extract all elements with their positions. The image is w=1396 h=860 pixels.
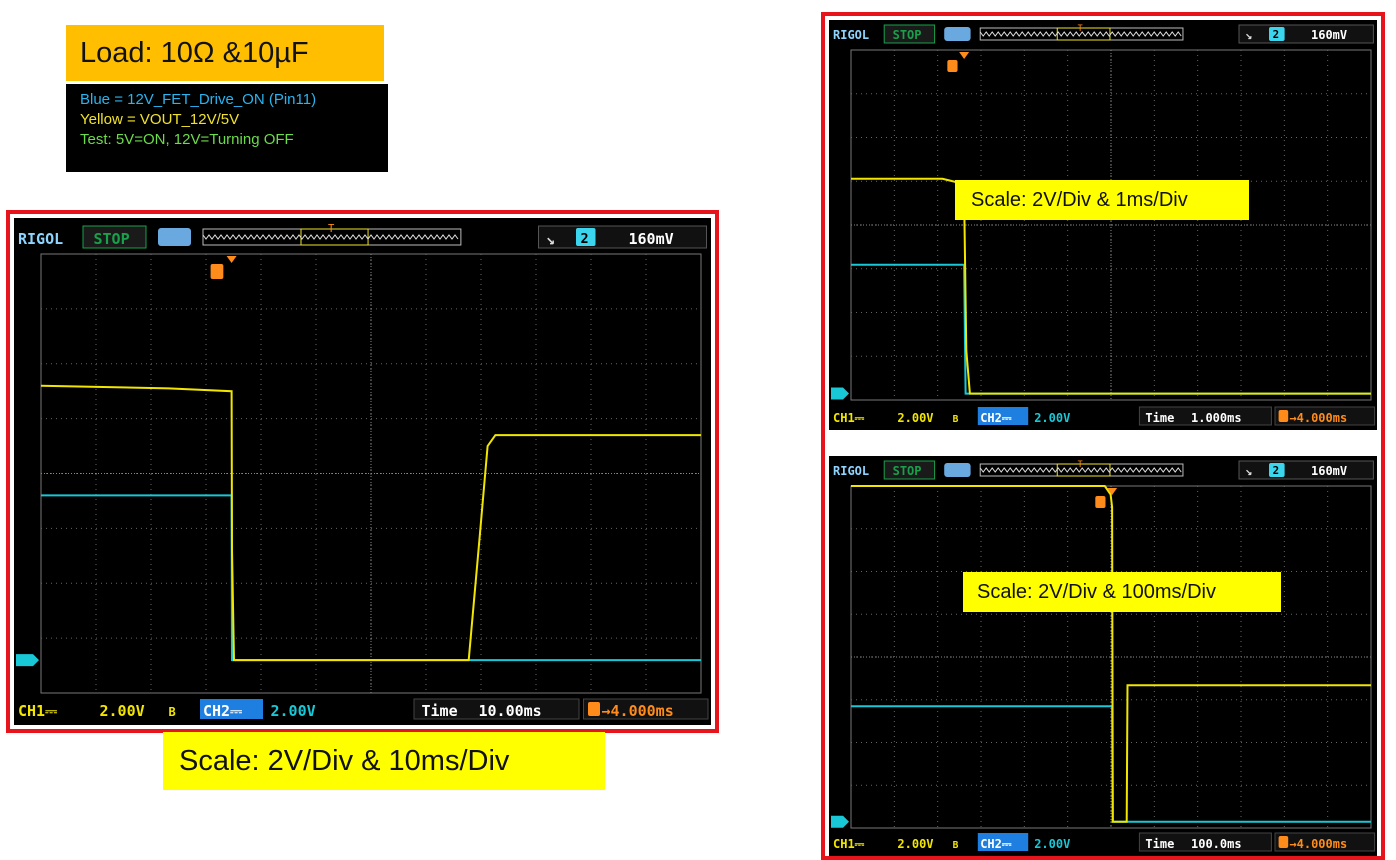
legend-line-blue: Blue = 12V_FET_Drive_ON (Pin11) [80, 91, 317, 108]
trigger-source: 2 [581, 231, 589, 247]
trigger-t-icon [947, 60, 958, 72]
trigger-source: 2 [1273, 464, 1280, 477]
ch1-bandwidth-mark: B [953, 840, 959, 851]
trigger-level: 160mV [629, 230, 674, 248]
falling-edge-icon: ↘ [1245, 464, 1252, 478]
timebase-value: 100.0ms [1191, 837, 1242, 851]
trigger-offset-box [1274, 406, 1376, 426]
status-box [883, 460, 936, 480]
trace-ch1 [851, 485, 1371, 823]
timebase-box [1138, 406, 1272, 426]
timebase-value: 1.000ms [1191, 411, 1242, 425]
trigger-source-badge [1269, 463, 1285, 477]
trigger-position-icon: T [328, 223, 335, 235]
ch2-badge [977, 407, 1029, 425]
trigger-time-marker [1107, 488, 1118, 495]
brand-label: RIGOL [833, 28, 869, 42]
channel-legend: Blue = 12V_FET_Drive_ON (Pin11) Yellow =… [66, 84, 388, 172]
ch2-badge [977, 833, 1029, 851]
bottom-right-scope-screen: RIGOL STOP T ↘ 2 160mV CH1⎓ 2.00V B CH2⎓ 2.00V Time… [829, 456, 1377, 856]
bottom-right-scale-caption: Scale: 2V/Div & 100ms/Div [963, 572, 1281, 612]
battery-icon [944, 27, 971, 41]
trigger-offset-t-icon [1278, 410, 1289, 422]
right-scopes-frame: RIGOL STOP T ↘ 2 160mV CH1⎓ 2.00V B CH2⎓ 2.00V Time… [821, 12, 1385, 860]
main-scale-caption: Scale: 2V/Div & 10ms/Div [163, 732, 605, 790]
status-box [883, 24, 936, 44]
trigger-offset: →4.000ms [1289, 837, 1347, 851]
trigger-source: 2 [1273, 28, 1280, 41]
falling-edge-icon: ↘ [546, 230, 555, 248]
top-right-scope-display: RIGOL STOP T ↘ 2 160mV CH1⎓ 2.00V B CH2⎓ 2.00V Time… [831, 23, 1376, 426]
time-label: Time [1145, 411, 1174, 425]
bottom-right-scope-display: RIGOL STOP T ↘ 2 160mV CH1⎓ 2.00V B CH2⎓ 2.00V Time… [831, 459, 1376, 852]
ch1-label: CH1⎓ [833, 837, 865, 851]
trigger-offset-t-icon [1278, 836, 1289, 848]
ch1-ground-marker [831, 387, 849, 400]
ch2-label: CH2⎓ [203, 702, 242, 720]
trigger-info-box [1238, 460, 1374, 480]
trigger-t-icon [210, 264, 224, 279]
trigger-time-marker [226, 256, 237, 263]
trigger-level: 160mV [1311, 28, 1347, 42]
status-label: STOP [893, 464, 922, 478]
ch1-label: CH1⎓ [18, 702, 57, 720]
battery-icon [158, 228, 191, 246]
falling-edge-icon: ↘ [1245, 28, 1252, 42]
brand-label: RIGOL [18, 230, 63, 248]
ch1-label: CH1⎓ [833, 411, 865, 425]
ch1-scale: 2.00V [897, 837, 933, 851]
trigger-info-box [1238, 24, 1374, 44]
brand-label: RIGOL [833, 464, 869, 478]
main-scope-screen: RIGOL STOP T ↘ 2 160mV CH1⎓ 2.00V B CH2⎓ 2.00V Time… [14, 218, 711, 725]
load-label: Load: 10Ω &10µF [66, 25, 384, 81]
legend-line-test: Test: 5V=ON, 12V=Turning OFF [80, 131, 294, 148]
ch1-scale: 2.00V [100, 702, 145, 720]
ch2-badge [200, 699, 263, 719]
time-label: Time [422, 702, 458, 720]
trigger-offset-box [1274, 832, 1376, 852]
trigger-offset-t-icon [588, 702, 600, 716]
trigger-offset-box [583, 698, 709, 720]
memory-waveform [202, 234, 459, 240]
ch2-scale: 2.00V [1034, 837, 1070, 851]
trigger-info-box [538, 225, 707, 249]
timebase-box [413, 698, 580, 720]
trace-ch1 [40, 384, 701, 662]
trigger-position-icon: T [1078, 459, 1083, 469]
trigger-level: 160mV [1311, 464, 1347, 478]
ch2-label: CH2⎓ [980, 837, 1012, 851]
ch1-bandwidth-mark: B [169, 705, 176, 719]
time-label: Time [1145, 837, 1174, 851]
ch1-scale: 2.00V [897, 411, 933, 425]
status-box [82, 225, 147, 249]
status-label: STOP [893, 28, 922, 42]
top-right-scale-caption: Scale: 2V/Div & 1ms/Div [955, 180, 1249, 220]
trigger-position-icon: T [1078, 23, 1083, 33]
timebase-value: 10.00ms [479, 702, 542, 720]
ch2-scale: 2.00V [271, 702, 316, 720]
trigger-source-badge [576, 228, 596, 246]
main-scope-frame: RIGOL STOP T ↘ 2 160mV CH1⎓ 2.00V B CH2⎓ 2.00V Time… [6, 210, 719, 733]
ch2-label: CH2⎓ [980, 411, 1012, 425]
ch1-ground-marker [831, 815, 849, 828]
legend-line-yellow: Yellow = VOUT_12V/5V [80, 111, 240, 128]
battery-icon [944, 463, 971, 477]
ch1-bandwidth-mark: B [953, 414, 959, 425]
ch2-scale: 2.00V [1034, 411, 1070, 425]
timebase-box [1138, 832, 1272, 852]
trigger-t-icon [1095, 496, 1106, 508]
ch1-ground-marker [16, 654, 39, 667]
memory-waveform [979, 467, 1182, 473]
status-label: STOP [94, 230, 130, 248]
trigger-source-badge [1269, 27, 1285, 41]
trigger-offset: →4.000ms [1289, 411, 1347, 425]
top-right-scope-screen: RIGOL STOP T ↘ 2 160mV CH1⎓ 2.00V B CH2⎓ 2.00V Time… [829, 20, 1377, 430]
trigger-time-marker [959, 52, 970, 59]
trigger-offset: →4.000ms [602, 702, 674, 720]
main-scope-display: RIGOL STOP T ↘ 2 160mV CH1⎓ 2.00V B CH2⎓ 2.00V Time… [16, 223, 709, 720]
memory-waveform [979, 31, 1182, 37]
